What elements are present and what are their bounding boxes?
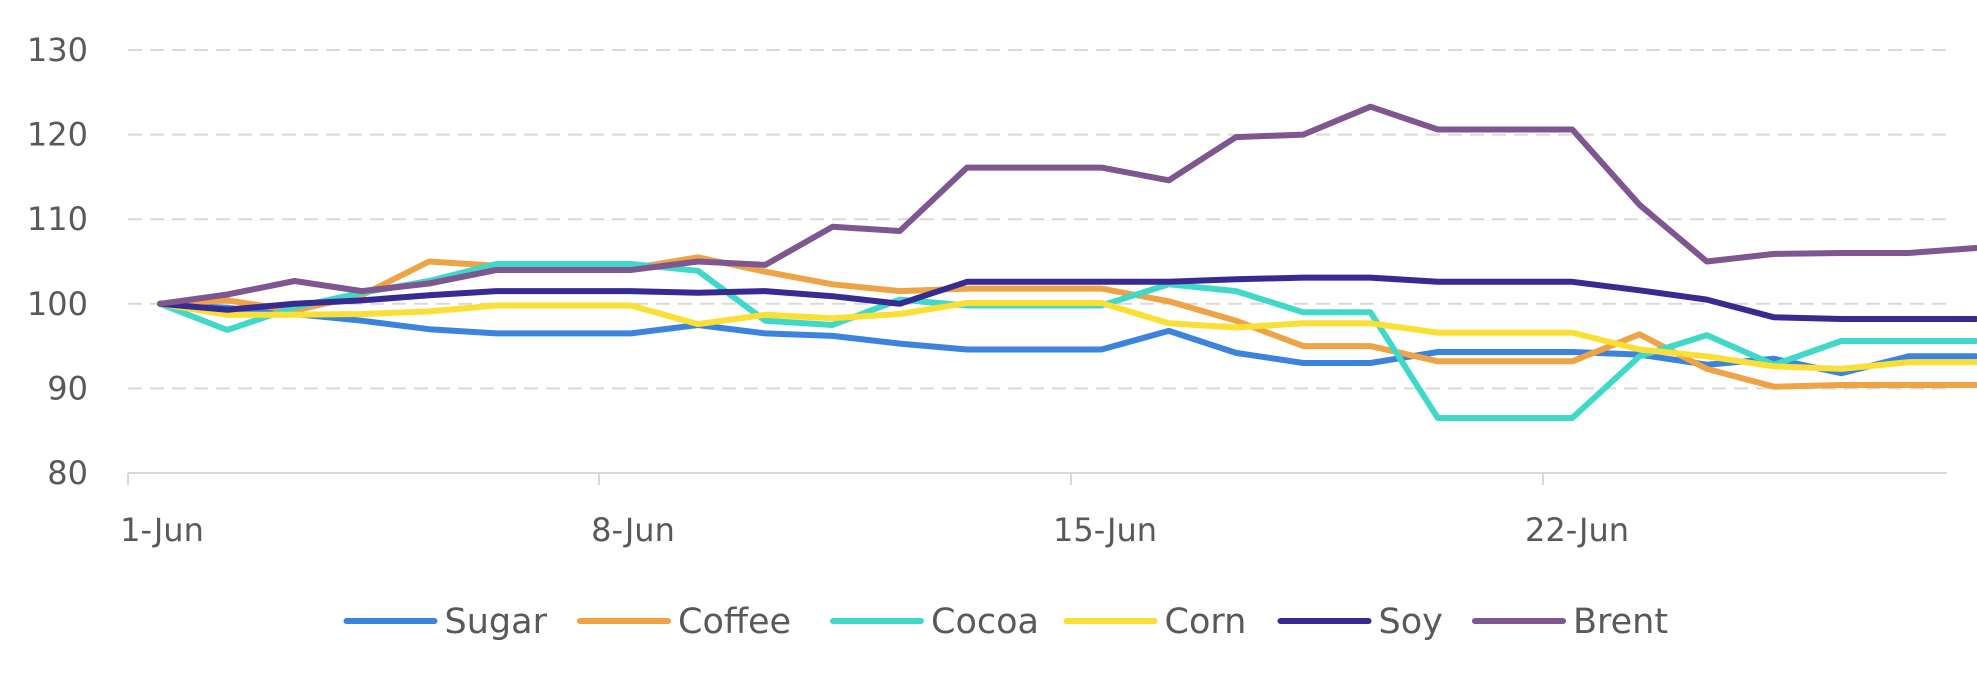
y-tick-label: 120 (27, 116, 88, 154)
legend-label: Sugar (445, 602, 548, 642)
x-tick-label: 1-Jun (120, 511, 204, 549)
legend-label: Brent (1573, 602, 1668, 642)
series-line-soy (157, 274, 1977, 322)
legend-item-coffee: Coffee (577, 602, 791, 642)
y-tick-label: 100 (27, 285, 88, 323)
legend-label: Cocoa (931, 602, 1039, 642)
legend-item-cocoa: Cocoa (830, 602, 1039, 642)
x-tick-label: 8-Jun (591, 511, 675, 549)
y-tick-label: 90 (47, 369, 88, 407)
series-line-coffee (157, 254, 1977, 390)
legend-label: Corn (1165, 602, 1247, 642)
x-tick-label: 15-Jun (1053, 511, 1157, 549)
series-line-corn (157, 300, 1977, 372)
series-line-sugar (157, 300, 1977, 377)
legend-item-corn: Corn (1063, 602, 1247, 642)
legend: Sugar Coffee Cocoa Corn Soy Brent (343, 602, 1668, 642)
gridlines (128, 49, 1947, 390)
series-lines (157, 103, 1977, 421)
series-line-brent (157, 103, 1977, 307)
axes: 80 90 100 110 120 130 1-Jun 8-Jun 15-Jun 22-Jun (27, 31, 1947, 549)
y-tick-label: 110 (27, 200, 88, 238)
legend-item-sugar: Sugar (343, 602, 548, 642)
legend-item-soy: Soy (1277, 602, 1443, 642)
y-tick-label: 130 (27, 31, 88, 69)
legend-item-brent: Brent (1472, 602, 1668, 642)
y-tick-label: 80 (47, 454, 88, 492)
legend-label: Coffee (678, 602, 791, 642)
legend-label: Soy (1379, 602, 1443, 642)
x-tick-label: 22-Jun (1525, 511, 1629, 549)
